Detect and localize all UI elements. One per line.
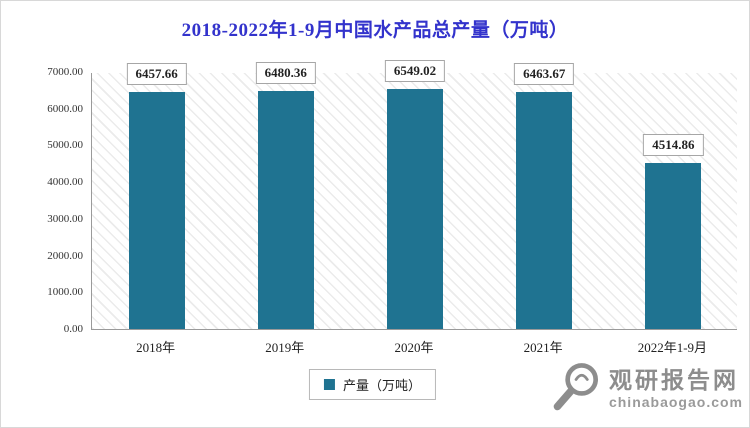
legend-swatch bbox=[323, 379, 335, 390]
chart-bar bbox=[387, 89, 443, 329]
chart-bar bbox=[516, 92, 573, 329]
legend-label: 产量（万吨） bbox=[342, 378, 421, 393]
chart-bar bbox=[257, 91, 314, 329]
watermark: 观研报告网 chinabaogao.com bbox=[549, 358, 743, 419]
plot-area: 6457.66 6480.36 6549.02 6463.67 4514.86 bbox=[91, 60, 737, 330]
chart-bar bbox=[645, 163, 702, 329]
bar-value-label: 4514.86 bbox=[643, 134, 704, 156]
x-tick-label: 2020年 bbox=[394, 340, 434, 355]
y-tick-label: 5000.00 bbox=[47, 139, 83, 152]
y-tick-label: 3000.00 bbox=[47, 212, 83, 225]
watermark-domain: chinabaogao.com bbox=[608, 393, 743, 410]
watermark-text: 观研报告网 chinabaogao.com bbox=[609, 367, 743, 410]
x-tick-label: 2019年 bbox=[265, 340, 305, 355]
legend: 产量（万吨） bbox=[308, 369, 436, 400]
bar-value-label: 6480.36 bbox=[255, 62, 316, 84]
x-tick-label: 2018年 bbox=[136, 340, 176, 355]
y-tick-label: 6000.00 bbox=[47, 102, 83, 115]
y-tick-label: 1000.00 bbox=[47, 286, 83, 299]
bar-value-label: 6549.02 bbox=[384, 60, 446, 82]
watermark-name: 观研报告网 bbox=[608, 367, 739, 394]
magnifier-icon bbox=[549, 358, 605, 419]
y-tick-label: 7000.00 bbox=[47, 66, 83, 78]
y-axis: 7000.00 6000.00 5000.00 4000.00 3000.00 2000.… bbox=[1, 66, 83, 335]
y-tick-label: 4000.00 bbox=[47, 176, 83, 189]
bar-value-label: 6463.67 bbox=[514, 63, 575, 85]
chart-bar bbox=[128, 92, 185, 329]
x-tick-label: 2022年1-9月 bbox=[637, 340, 708, 355]
x-tick-label: 2021年 bbox=[523, 340, 563, 355]
y-tick-label: 0.00 bbox=[63, 323, 83, 335]
y-tick-label: 2000.00 bbox=[47, 249, 83, 262]
chart-title: 2018-2022年1-9月中国水产品总产量（万吨） bbox=[181, 20, 569, 41]
bar-value-label: 6457.66 bbox=[126, 63, 187, 85]
x-axis: 2018年 2019年 2020年 2021年 2022年1-9月 bbox=[91, 337, 736, 357]
